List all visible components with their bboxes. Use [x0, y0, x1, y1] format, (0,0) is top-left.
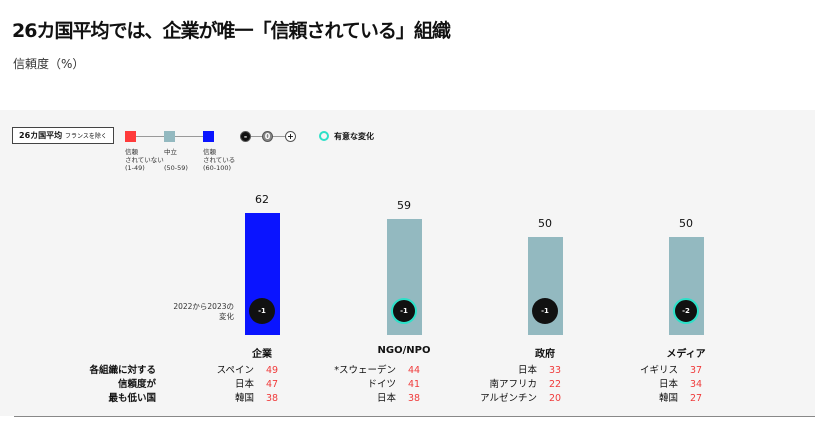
lowest-value: 44: [408, 365, 421, 376]
lowest-country: *スウェーデン: [334, 365, 396, 376]
change-badge: -1: [391, 298, 417, 324]
lowest-value: 22: [549, 379, 562, 390]
lowest-value: 47: [266, 379, 279, 390]
category-label: メディア: [666, 349, 706, 360]
category-label: 企業: [252, 349, 272, 360]
average-label-box: 26カ国平均 フランスを除く: [12, 127, 114, 144]
significant-change-label: 有意な変化: [334, 132, 374, 141]
lowest-country: 日本: [376, 393, 396, 404]
legend-label: 信頼 されている (60-100): [203, 148, 236, 172]
lowest-value: 33: [549, 365, 562, 376]
lowest-value: 41: [408, 379, 421, 390]
lowest-country: 韓国: [234, 393, 254, 404]
lowest-value: 34: [690, 379, 703, 390]
change-badge: -1: [249, 298, 275, 324]
lowest-country: イギリス: [639, 365, 678, 376]
lowest-country: 南アフリカ: [489, 379, 537, 390]
bar-value-label: 50: [538, 216, 552, 230]
change-label: 2022から2023の 変化: [173, 302, 234, 321]
average-label: 26カ国平均: [19, 131, 63, 140]
legend-label: 信頼 されていない (1-49): [125, 148, 164, 172]
change-badge: -1: [532, 298, 558, 324]
category-label: NGO/NPO: [377, 345, 431, 356]
lowest-country: 韓国: [658, 393, 678, 404]
significant-change-icon: [319, 131, 329, 141]
lowest-value: 20: [549, 393, 562, 404]
legend-swatch: [203, 131, 214, 142]
lowest-country: 日本: [234, 379, 254, 390]
change-scale-zero-icon: 0: [262, 131, 273, 142]
lowest-value: 38: [266, 393, 279, 404]
page-title: 26カ国平均では、企業が唯一「信頼されている」組織: [12, 20, 451, 42]
category-label: 政府: [535, 349, 555, 360]
change-scale-plus-icon: +: [285, 131, 296, 142]
bar-value-label: 62: [255, 192, 269, 206]
divider: [14, 416, 815, 417]
lowest-country: ドイツ: [367, 379, 396, 390]
legend-label: 中立 (50-59): [164, 148, 188, 172]
change-badge: -2: [673, 298, 699, 324]
lowest-countries-label: 各組織に対する 信頼度が 最も低い国: [89, 365, 156, 404]
lowest-value: 37: [690, 365, 703, 376]
bar-value-label: 59: [397, 198, 411, 212]
page-subtitle: 信頼度（%）: [13, 57, 85, 71]
lowest-value: 38: [408, 393, 421, 404]
lowest-country: 日本: [517, 365, 537, 376]
lowest-country: 日本: [658, 379, 678, 390]
bar-value-label: 50: [679, 216, 693, 230]
lowest-country: スペイン: [216, 365, 254, 376]
lowest-value: 49: [266, 365, 279, 376]
lowest-country: アルゼンチン: [480, 393, 537, 404]
legend-swatch: [125, 131, 136, 142]
legend-swatch: [164, 131, 175, 142]
change-scale-minus-icon: -: [240, 131, 251, 142]
average-note: フランスを除く: [64, 133, 107, 140]
lowest-value: 27: [690, 393, 703, 404]
